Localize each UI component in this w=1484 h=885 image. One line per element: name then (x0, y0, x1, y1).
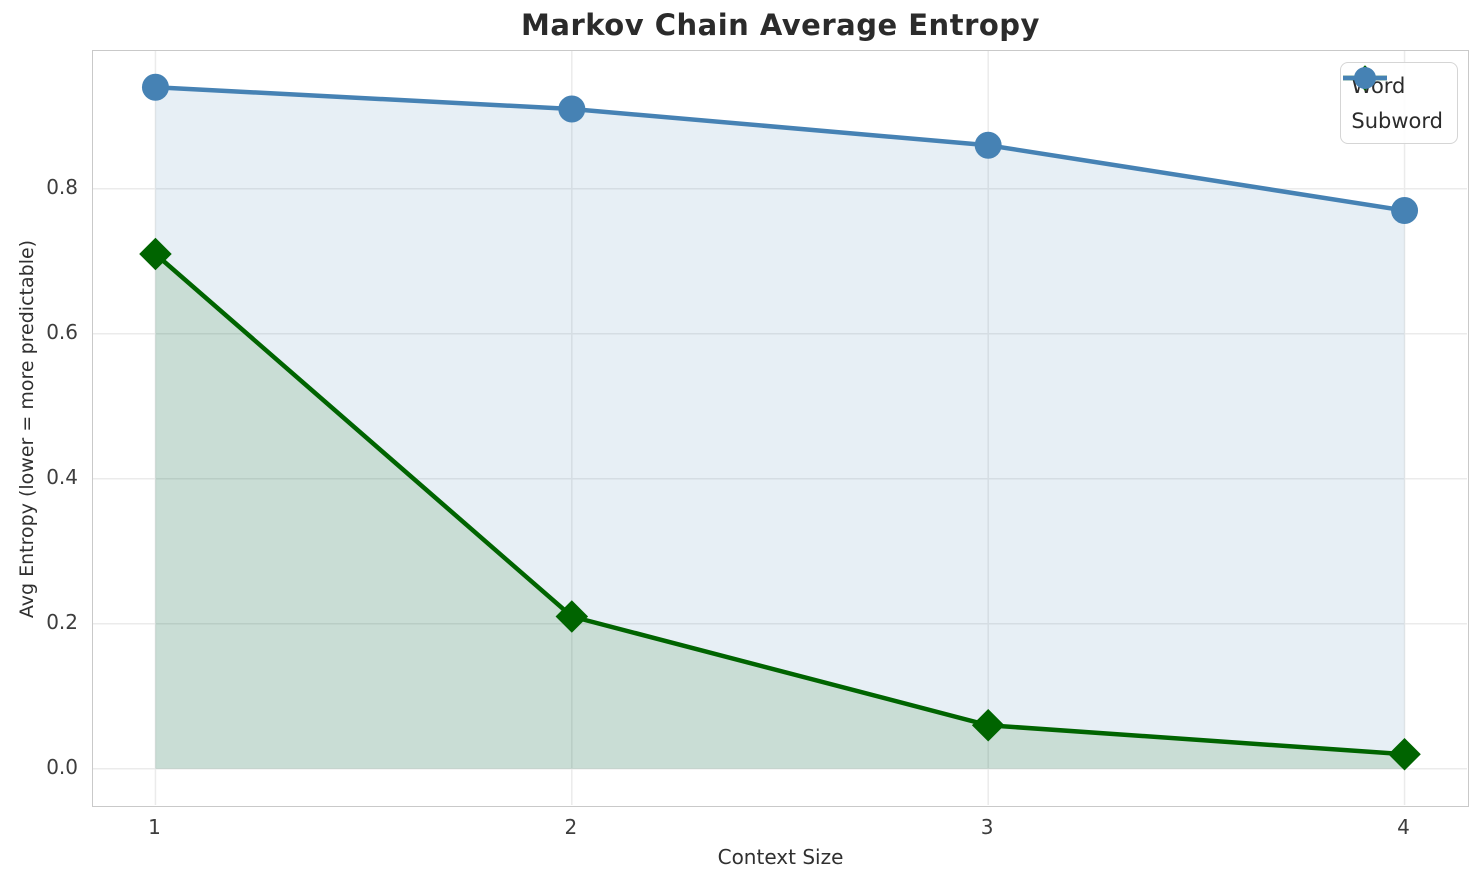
y-tick-label: 0.6 (46, 319, 78, 344)
series-line-subword (153, 85, 1407, 213)
legend: Word Subword (1340, 62, 1458, 144)
plot-canvas (93, 51, 1467, 805)
legend-label: Subword (1351, 108, 1443, 133)
x-tick-label: 1 (148, 815, 161, 839)
data-point-subword-x3 (974, 131, 1002, 159)
data-point-word-x1 (139, 237, 172, 271)
x-tick-label: 4 (1397, 815, 1410, 839)
y-axis-label: Avg Entropy (lower = more predictable) (16, 239, 38, 619)
series-fill-word (155, 254, 1405, 769)
series-line-word (153, 251, 1407, 757)
data-point-subword-x2 (558, 95, 586, 123)
circle-marker-icon (1343, 67, 1388, 89)
legend-item-subword: Subword (1343, 67, 1443, 136)
series-fill-subword (155, 87, 1405, 769)
data-point-word-x4 (1388, 737, 1421, 771)
x-tick-label: 2 (564, 815, 578, 839)
chart-title: Markov Chain Average Entropy (521, 8, 1040, 42)
circle-marker-icon (1354, 67, 1377, 89)
y-tick-label: 0.8 (46, 174, 78, 199)
plot-area: Word Subword (92, 50, 1469, 807)
y-tick-label: 0.4 (46, 464, 78, 489)
data-point-subword-x1 (141, 73, 169, 101)
x-tick-label: 3 (980, 815, 994, 839)
y-tick-label: 0.2 (46, 609, 78, 634)
data-point-word-x3 (971, 708, 1005, 742)
x-axis-label: Context Size (717, 845, 844, 869)
y-tick-label: 0.0 (46, 754, 78, 779)
data-point-word-x2 (555, 600, 589, 633)
data-point-subword-x4 (1391, 197, 1419, 224)
